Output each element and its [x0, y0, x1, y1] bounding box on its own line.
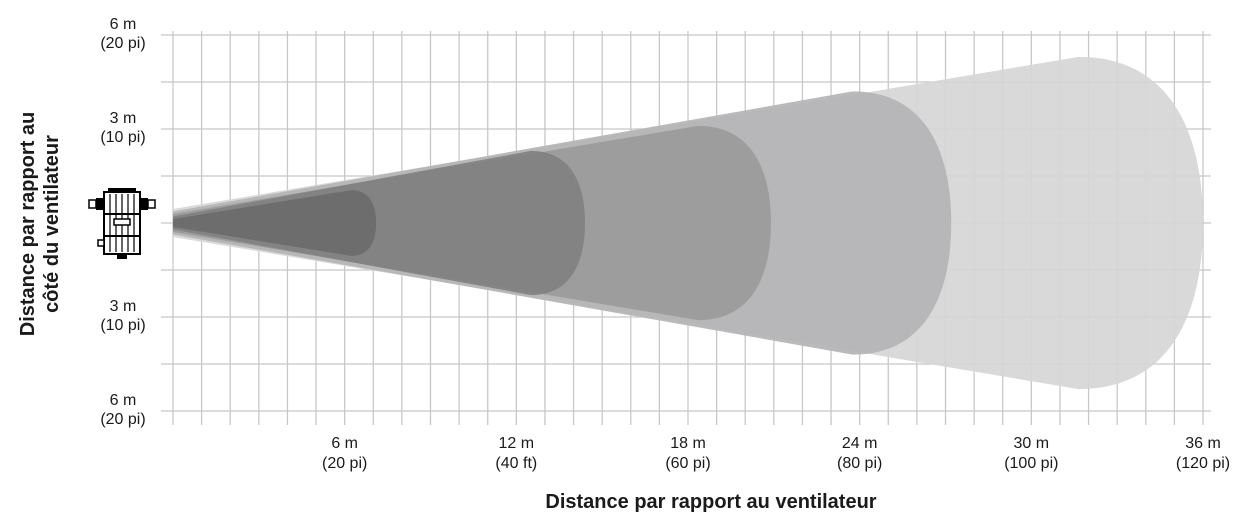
y-tick-label: 6 m [110, 392, 137, 409]
y-tick-sublabel: (20 pi) [100, 35, 145, 52]
y-axis-title: Distance par rapport au côté du ventilat… [17, 112, 63, 337]
x-tick-label: 24 m [842, 435, 878, 452]
coverage-zone [173, 190, 377, 256]
x-axis-title: Distance par rapport au ventilateur [545, 491, 876, 513]
x-tick-label: 30 m [1014, 435, 1050, 452]
y-tick-sublabel: (10 pi) [100, 317, 145, 334]
x-tick-label: 6 m [331, 435, 358, 452]
y-tick-sublabel: (20 pi) [100, 411, 145, 428]
y-tick-label: 6 m [110, 16, 137, 33]
y-tick-label: 3 m [110, 298, 137, 315]
x-tick-sublabel: (40 ft) [495, 455, 537, 472]
y-axis-title-line1: Distance par rapport au [17, 112, 39, 337]
x-tick-sublabel: (100 pi) [1004, 455, 1058, 472]
x-tick-label: 12 m [499, 435, 535, 452]
tick-labels: 6 m (20 pi) 12 m (40 ft) 18 m (60 pi) 24 m (80 … [100, 16, 1230, 472]
x-tick-sublabel: (60 pi) [665, 455, 710, 472]
x-tick-sublabel: (20 pi) [322, 455, 367, 472]
coverage-zone [173, 150, 585, 296]
x-tick-sublabel: (120 pi) [1176, 455, 1230, 472]
fan-unit-icon [88, 188, 156, 259]
y-tick-label: 3 m [110, 110, 137, 127]
y-tick-sublabel: (10 pi) [100, 129, 145, 146]
x-tick-sublabel: (80 pi) [837, 455, 882, 472]
x-tick-label: 36 m [1185, 435, 1221, 452]
x-tick-label: 18 m [670, 435, 706, 452]
y-axis-title-line2: côté du ventilateur [41, 135, 63, 313]
coverage-zones [173, 56, 1203, 390]
